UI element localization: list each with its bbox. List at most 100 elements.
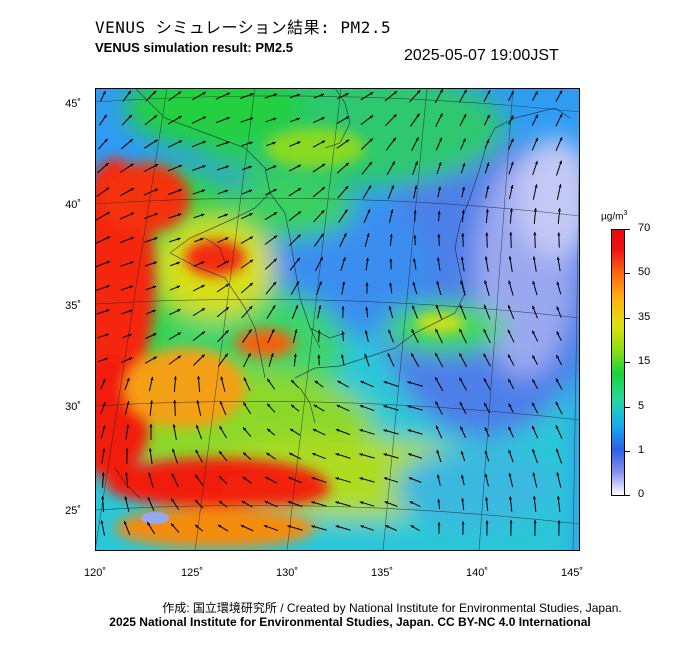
wind-arrow-head xyxy=(265,476,269,480)
wind-arrow-head xyxy=(104,357,108,361)
wind-arrow-head xyxy=(462,186,465,191)
wind-arrow-head xyxy=(287,501,292,504)
wind-arrow-head xyxy=(129,285,134,289)
wind-arrow-head xyxy=(273,258,277,262)
wind-arrow-head xyxy=(534,91,538,95)
wind-arrow-head xyxy=(102,448,106,453)
lat-label-45: 45˚ xyxy=(65,98,81,110)
wind-arrow-head xyxy=(219,476,223,480)
wind-arrow-head xyxy=(389,282,393,286)
wind-arrow-head xyxy=(365,282,369,286)
wind-arrow-head xyxy=(130,212,135,216)
wind-arrow-head xyxy=(414,185,418,189)
wind-arrow-head xyxy=(507,329,511,334)
wind-arrow-head xyxy=(288,477,292,480)
wind-arrow-head xyxy=(556,331,560,335)
wind-arrow-head xyxy=(272,117,277,121)
wind-arrow-head xyxy=(105,187,110,191)
wind-arrow-head xyxy=(200,237,204,241)
wind-arrow-head xyxy=(178,189,182,193)
colorbar-tick xyxy=(625,318,630,319)
wind-arrow-head xyxy=(225,165,229,169)
wind-arrows xyxy=(95,88,563,536)
wind-arrow-head xyxy=(486,162,490,167)
wind-arrow-head xyxy=(152,285,157,289)
wind-arrow-head xyxy=(462,138,466,142)
wind-arrow-head xyxy=(436,449,440,454)
wind-arrow-head xyxy=(264,501,269,504)
colorbar-label-0: 0 xyxy=(638,488,645,500)
wind-arrow-head xyxy=(557,520,561,524)
wind-arrow-head xyxy=(176,285,181,289)
wind-arrow-head xyxy=(510,91,514,95)
wind-arrow-head xyxy=(369,115,374,119)
wind-arrow-head xyxy=(321,117,325,121)
credit-line-1: 作成: 国立環境研究所 / Created by National Instit… xyxy=(162,601,622,615)
wind-arrow-head xyxy=(415,137,419,141)
colorbar-tick xyxy=(625,407,630,408)
wind-arrow-head xyxy=(172,448,176,453)
wind-arrow-head xyxy=(532,402,535,407)
wind-arrow-head xyxy=(435,304,439,309)
colorbar-label-50: 50 xyxy=(638,266,651,278)
wind-arrow-head xyxy=(201,308,206,312)
wind-arrow-head xyxy=(289,428,294,432)
wind-arrow-head xyxy=(225,307,229,311)
colorbar-tick xyxy=(625,362,630,363)
wind-arrow-head xyxy=(411,329,415,333)
wind-arrow-head xyxy=(509,208,513,212)
wind-arrow-head xyxy=(389,258,393,262)
wind-arrow-head xyxy=(459,304,463,309)
colorbar-tick xyxy=(625,451,630,452)
wind-arrow-head xyxy=(273,189,277,192)
wind-arrow-head xyxy=(219,401,223,405)
wind-arrow-head xyxy=(152,309,156,313)
wind-arrow-head xyxy=(153,261,157,265)
wind-arrow-head xyxy=(408,453,412,457)
wind-arrow-head xyxy=(360,380,364,384)
wind-arrow-head xyxy=(317,354,321,358)
wind-arrow-head xyxy=(345,139,350,143)
wind-arrow-head xyxy=(177,355,182,359)
wind-arrow-head xyxy=(437,498,441,503)
wind-arrow-head xyxy=(314,380,319,384)
wind-arrow-head xyxy=(226,117,230,120)
wind-arrow-head xyxy=(197,376,201,380)
wind-arrow-head xyxy=(367,209,371,213)
wind-arrow-head xyxy=(321,140,326,144)
wind-arrow-head xyxy=(249,282,253,287)
wind-arrow-head xyxy=(178,115,182,119)
wind-arrow-head xyxy=(101,496,105,500)
colorbar-unit: µg/m3 xyxy=(601,210,628,223)
wind-arrow-head xyxy=(124,472,129,476)
title-english: VENUS simulation result: PM2.5 xyxy=(95,40,293,55)
wind-arrow-head xyxy=(202,92,206,95)
wind-arrow-head xyxy=(483,329,487,333)
wind-arrow-head xyxy=(272,141,276,145)
wind-arrow-head xyxy=(128,357,133,361)
lon-label-145: 145˚ xyxy=(560,567,584,579)
graticule xyxy=(95,88,580,551)
wind-arrow-head xyxy=(202,165,206,169)
lat-label-35: 35˚ xyxy=(65,300,81,312)
wind-arrow-head xyxy=(387,353,391,357)
wind-arrow-head xyxy=(485,232,489,236)
wind-arrow-head xyxy=(435,401,439,405)
wind-arrow-head xyxy=(153,356,157,360)
wind-arrow-head xyxy=(341,306,345,310)
wind-arrow-head xyxy=(368,185,372,189)
wind-arrow-head xyxy=(384,501,389,505)
wind-arrow-head xyxy=(438,186,442,190)
wind-arrow-head xyxy=(365,257,369,262)
lon-label-130: 130˚ xyxy=(275,567,299,579)
wind-arrow-head xyxy=(359,477,363,481)
wind-arrow-head xyxy=(507,354,511,358)
wind-arrow-head xyxy=(296,281,299,285)
wind-arrow-head xyxy=(335,525,340,529)
map-svg xyxy=(95,88,580,551)
wind-arrow-head xyxy=(484,427,488,431)
wind-arrow-head xyxy=(272,305,276,309)
wind-arrow-head xyxy=(218,500,223,504)
wind-arrow-head xyxy=(368,161,373,166)
wind-arrow-head xyxy=(195,524,199,528)
